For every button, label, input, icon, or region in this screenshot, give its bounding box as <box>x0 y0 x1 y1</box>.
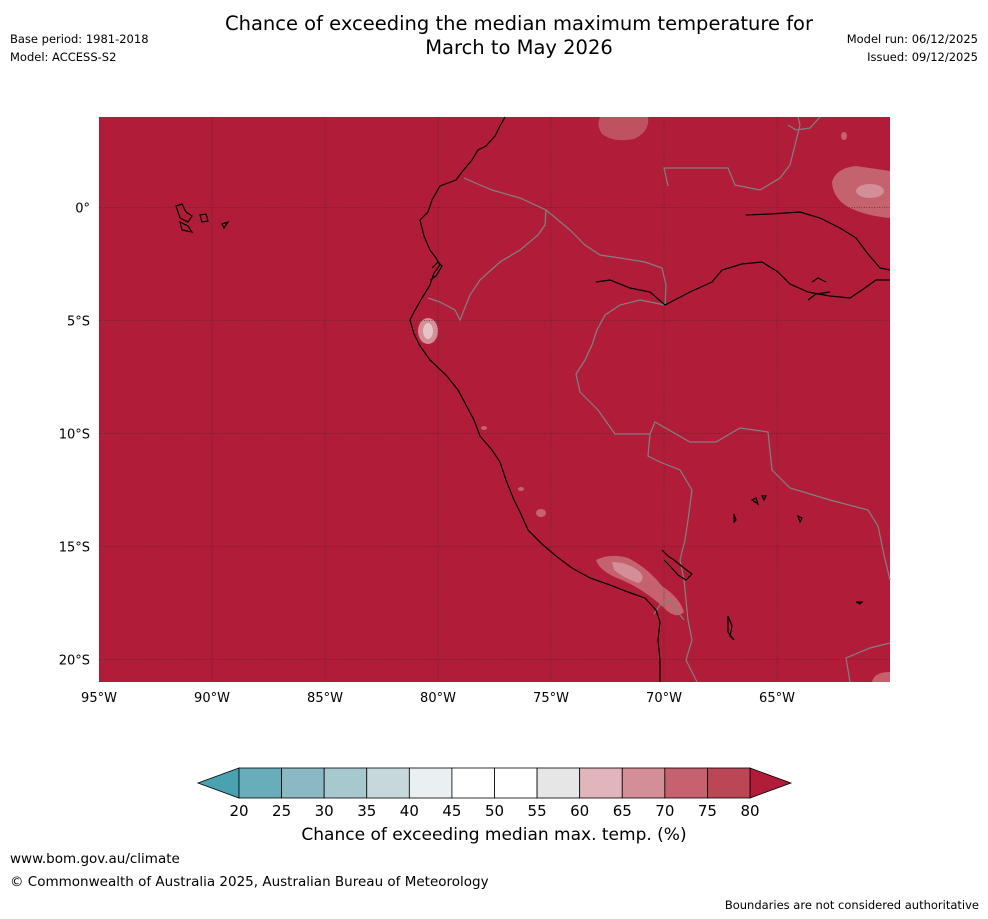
patch-small-3 <box>518 487 524 491</box>
latitude-labels: 0° 5°S 10°S 15°S 20°S <box>59 201 90 668</box>
lat-tick-label: 5°S <box>67 314 90 329</box>
boundary-paraguay <box>845 642 891 683</box>
lat-tick-label: 15°S <box>59 540 90 555</box>
colorbar-tick-label: 70 <box>655 802 674 820</box>
colorbar-tick-label: 25 <box>272 802 291 820</box>
coastline-river-small-1 <box>807 291 831 301</box>
patch-north-colombia <box>598 117 649 141</box>
coastline-amazon-river <box>595 261 890 306</box>
patch-north-brazil-inner <box>856 184 884 198</box>
lon-tick-label: 95°W <box>81 691 117 706</box>
colorbar: 20 25 30 35 40 45 50 55 60 65 70 75 80 <box>196 767 793 820</box>
colorbar-tick-label: 75 <box>698 802 717 820</box>
colorbar-tick-label: 40 <box>400 802 419 820</box>
boundary-brazil-north <box>787 116 821 131</box>
footer-copyright: © Commonwealth of Australia 2025, Austra… <box>10 874 489 890</box>
lon-tick-label: 75°W <box>533 691 569 706</box>
gridlines <box>99 117 890 682</box>
coastline-galapagos-3 <box>221 220 230 230</box>
colorbar-tick-label: 45 <box>442 802 461 820</box>
lat-tick-label: 10°S <box>59 427 90 442</box>
colorbar-tick-label: 60 <box>570 802 589 820</box>
colorbar-swatch <box>408 767 453 799</box>
lon-tick-label: 80°W <box>420 691 456 706</box>
colorbar-tick-label: 30 <box>315 802 334 820</box>
lat-tick-label: 0° <box>75 201 90 216</box>
map-panel <box>99 116 891 683</box>
colorbar-over-arrow <box>749 767 793 799</box>
coastline-gulf-guayaquil <box>429 261 443 281</box>
colorbar-tick-label: 35 <box>357 802 376 820</box>
longitude-labels: 95°W 90°W 85°W 80°W 75°W 70°W 65°W <box>81 691 795 706</box>
colorbar-swatch <box>664 767 708 799</box>
patch-small-4 <box>841 132 847 140</box>
footer-disclaimer: Boundaries are not considered authoritat… <box>724 898 979 912</box>
meta-right: Model run: 06/12/2025 Issued: 09/12/2025 <box>847 30 978 66</box>
footer-url: www.bom.gov.au/climate <box>10 851 180 867</box>
probability-patches <box>418 117 890 682</box>
coastlines <box>175 116 891 682</box>
coastline-galapagos-4 <box>179 220 194 233</box>
coastline-lake-3 <box>733 513 737 524</box>
meta-left: Base period: 1981-2018 Model: ACCESS-S2 <box>10 30 149 66</box>
colorbar-swatch <box>451 767 495 799</box>
colorbar-swatch <box>579 767 623 799</box>
boundary-venezuela-brazil <box>663 116 801 191</box>
lon-tick-label: 65°W <box>759 691 795 706</box>
colorbar-tick-label: 20 <box>229 802 248 820</box>
lon-tick-label: 85°W <box>307 691 343 706</box>
colorbar-swatch <box>536 767 581 799</box>
country-boundaries <box>427 116 891 683</box>
lat-tick-label: 20°S <box>59 653 90 668</box>
coastline-lake-poopo <box>727 615 735 641</box>
colorbar-swatch <box>494 767 538 799</box>
colorbar-swatch <box>621 767 666 799</box>
patch-south-peru-inner <box>612 562 643 583</box>
lon-tick-label: 70°W <box>646 691 682 706</box>
colorbar-swatch <box>281 767 325 799</box>
coastline-lake-4 <box>796 514 803 524</box>
colorbar-tick-label: 65 <box>613 802 632 820</box>
colorbar-swatch <box>238 767 282 799</box>
coastline-galapagos-2 <box>199 213 209 223</box>
model-text: Model: ACCESS-S2 <box>10 50 117 64</box>
issued-text: Issued: 09/12/2025 <box>867 50 978 64</box>
coastline-lake-1 <box>750 497 760 506</box>
coastline-lake-titicaca <box>661 549 693 581</box>
colorbar-swatch <box>323 767 368 799</box>
colorbar-under-arrow <box>196 767 240 799</box>
coastline-galapagos-1 <box>175 203 193 223</box>
lon-tick-label: 90°W <box>194 691 230 706</box>
model-run-text: Model run: 06/12/2025 <box>846 32 978 46</box>
colorbar-tick-label: 80 <box>740 802 759 820</box>
coastline-river-small-2 <box>811 277 827 283</box>
coastline-lake-5 <box>855 601 864 605</box>
patch-se-corner <box>872 672 890 682</box>
base-period-text: Base period: 1981-2018 <box>10 32 149 46</box>
boundary-peru-brazil <box>575 299 693 541</box>
title-line-2: March to May 2026 <box>425 36 613 59</box>
boundary-bolivia-chile-argentina <box>679 539 698 683</box>
map-title: Chance of exceeding the median maximum t… <box>150 12 888 60</box>
title-line-1: Chance of exceeding the median maximum t… <box>224 12 814 35</box>
patch-small-1 <box>536 509 546 517</box>
boundary-colombia-venezuela-brazil <box>545 209 667 306</box>
boundary-peru-coast-inner <box>653 599 685 621</box>
boundary-colombia-ecuador <box>427 177 547 322</box>
patch-small-2 <box>481 426 487 430</box>
coastline-south-america-pacific <box>409 116 661 682</box>
coastline-lake-2 <box>761 495 767 502</box>
patch-nw-peru-inner <box>423 323 433 339</box>
colorbar-label: Chance of exceeding median max. temp. (%… <box>301 825 687 845</box>
colorbar-tick-label: 55 <box>528 802 547 820</box>
boundary-brazil-bolivia <box>649 421 891 581</box>
coastline-rio-negro <box>745 211 891 271</box>
colorbar-swatch <box>707 767 751 799</box>
colorbar-swatch <box>366 767 410 799</box>
colorbar-tick-label: 50 <box>485 802 504 820</box>
map-background <box>99 117 890 682</box>
